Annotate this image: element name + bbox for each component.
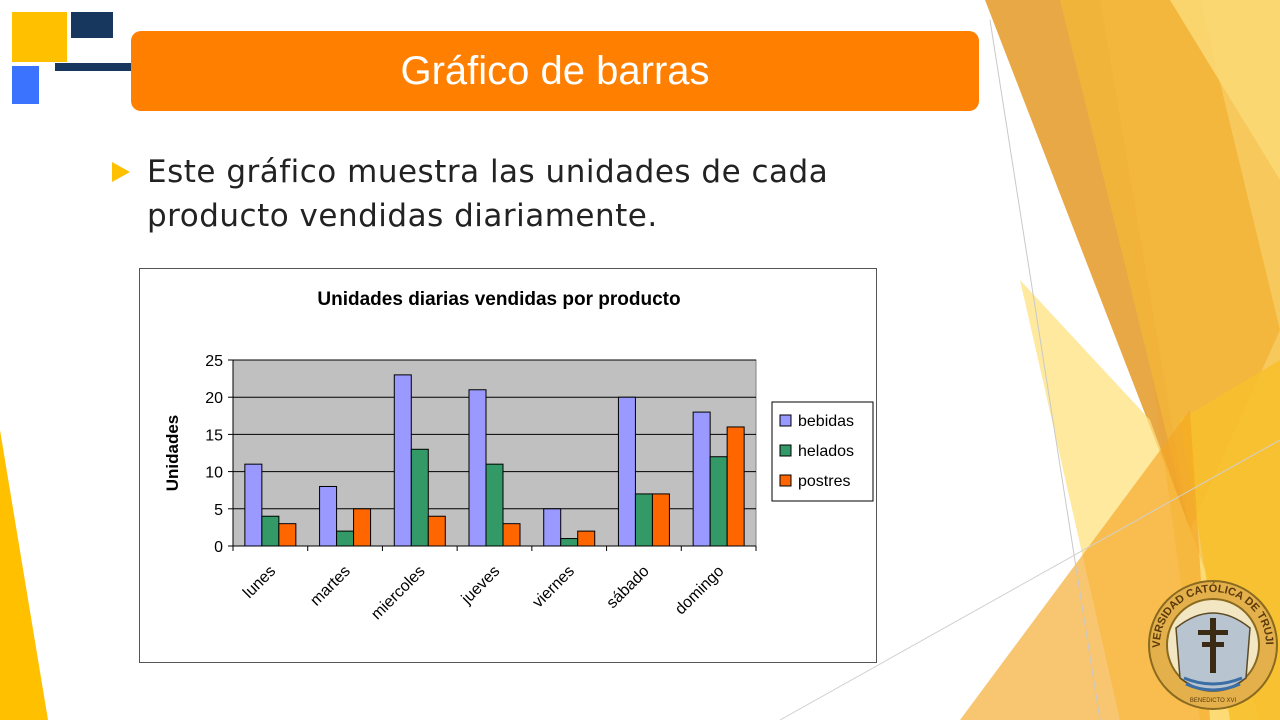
chart-container: Unidades diarias vendidas por producto 0 5… (139, 268, 877, 663)
bar-postres (278, 523, 297, 547)
bar-helados (336, 530, 355, 547)
decor-square-yellow (12, 12, 67, 62)
y-tick-label: 20 (205, 390, 223, 407)
bar-helados (261, 515, 280, 547)
slide-title-bar: Gráfico de barras (131, 31, 979, 111)
bar-bebidas (393, 374, 412, 547)
bar-bebidas (319, 485, 338, 547)
bullet-text: Este gráfico muestra las unidades de cad… (147, 154, 829, 234)
x-tick-label: jueves (458, 563, 503, 608)
seal-motto-text: BENEDICTO XVI (1190, 698, 1237, 704)
bar-postres (577, 530, 596, 547)
bar-bebidas (692, 411, 711, 547)
slide-title: Gráfico de barras (400, 48, 710, 93)
bar-helados (634, 493, 653, 547)
legend-swatch-bebidas (779, 414, 792, 427)
legend-label-postres: postres (798, 473, 850, 490)
legend-swatch-helados (779, 444, 792, 457)
y-tick-label: 5 (214, 502, 223, 519)
bar-helados (709, 456, 728, 547)
bar-bebidas (468, 389, 487, 547)
y-tick-label: 25 (205, 353, 223, 370)
bar-helados (485, 463, 504, 547)
legend-swatch-postres (779, 474, 792, 487)
bar-bebidas (244, 463, 263, 547)
decor-square-navy (71, 12, 113, 38)
university-seal-logo: UNIVERSIDAD CATÓLICA DE TRUJILLO BENEDIC… (1146, 578, 1278, 710)
decor-square-blue (12, 66, 39, 104)
bar-helados (410, 448, 429, 547)
decor-bar-navy (55, 63, 135, 71)
bar-postres (427, 515, 446, 547)
y-tick-label: 0 (214, 539, 223, 556)
bar-bebidas (617, 396, 636, 547)
bar-postres (726, 426, 745, 547)
x-tick-label: miercoles (368, 563, 428, 623)
chart-title: Unidades diarias vendidas por producto (317, 289, 680, 310)
bar-postres (651, 493, 670, 547)
x-tick-label: domingo (672, 563, 727, 618)
x-tick-label: viernes (530, 563, 578, 611)
x-tick-label: sábado (604, 563, 653, 612)
legend-label-bebidas: bebidas (798, 413, 854, 430)
y-axis-label: Unidades (163, 415, 182, 492)
y-tick-label: 10 (205, 465, 223, 482)
legend-label-helados: helados (798, 443, 854, 460)
bar-postres (502, 523, 521, 547)
bullet-arrow-icon (112, 162, 130, 182)
x-tick-label: lunes (240, 563, 279, 602)
bar-chart: Unidades diarias vendidas por producto 0 5… (163, 289, 874, 623)
bullet-point: Este gráfico muestra las unidades de cad… (112, 150, 872, 238)
bar-postres (353, 508, 372, 547)
y-tick-label: 15 (205, 427, 223, 444)
bar-helados (560, 538, 579, 547)
x-tick-label: martes (307, 563, 354, 610)
bar-bebidas (543, 508, 562, 547)
